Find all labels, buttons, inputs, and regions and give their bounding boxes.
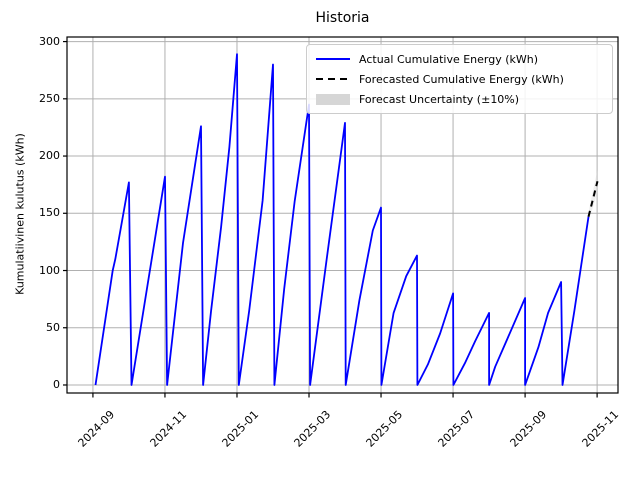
legend-row-actual: Actual Cumulative Energy (kWh): [316, 49, 603, 69]
legend-row-uncertainty: Forecast Uncertainty (±10%): [316, 89, 603, 109]
y-tick-label: 100: [39, 263, 60, 277]
y-tick-label: 50: [46, 320, 60, 334]
legend-label-uncertainty: Forecast Uncertainty (±10%): [359, 92, 520, 106]
chart-legend: Actual Cumulative Energy (kWh) Forecaste…: [306, 44, 613, 114]
y-tick-label: 300: [39, 34, 60, 48]
legend-label-forecast: Forecasted Cumulative Energy (kWh): [359, 72, 564, 86]
legend-row-forecast: Forecasted Cumulative Energy (kWh): [316, 69, 603, 89]
forecast-dashed-line-swatch-icon: [316, 77, 350, 81]
uncertainty-patch-swatch-icon: [316, 93, 350, 105]
chart-title: Historia: [315, 10, 370, 26]
y-tick-label: 150: [39, 206, 60, 220]
y-tick-label: 0: [53, 377, 60, 391]
y-tick-label: 200: [39, 149, 60, 163]
legend-label-actual: Actual Cumulative Energy (kWh): [359, 52, 539, 66]
y-tick-label: 250: [39, 91, 60, 105]
actual-line-swatch-icon: [316, 58, 350, 60]
